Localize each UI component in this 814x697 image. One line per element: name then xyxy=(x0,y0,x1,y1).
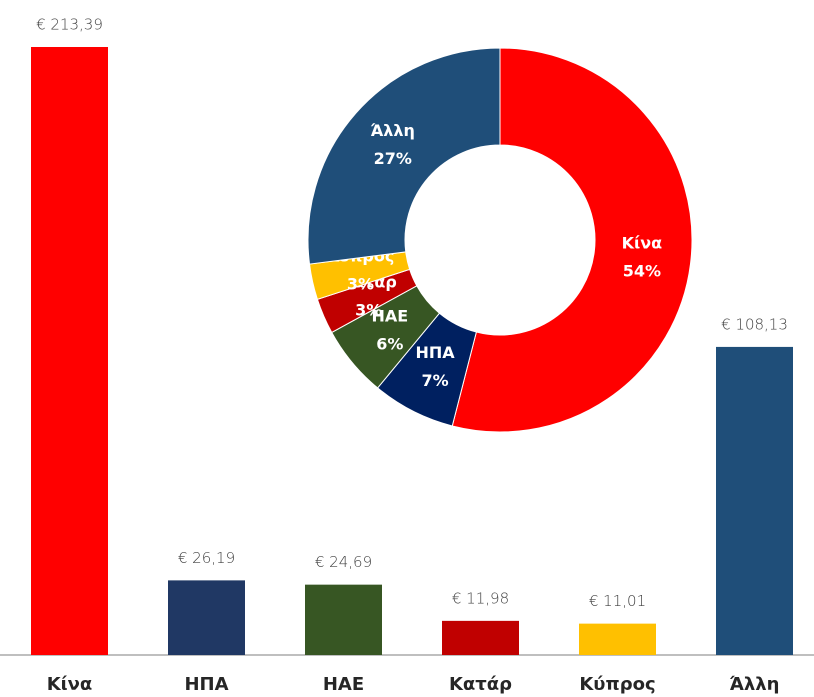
bar-value-label: € 108,13 xyxy=(721,315,788,333)
donut-slice xyxy=(451,47,693,433)
bar xyxy=(579,623,656,655)
bar xyxy=(305,584,382,655)
bar xyxy=(442,620,519,655)
donut-value-label: 54% xyxy=(623,261,661,280)
donut-category-label: Κίνα xyxy=(622,233,663,252)
bar-value-label: € 26,19 xyxy=(178,549,235,567)
bar-value-label: € 11,01 xyxy=(589,592,646,610)
x-tick-label: Κύπρος xyxy=(579,674,655,695)
donut-value-label: 3% xyxy=(355,300,382,319)
donut-value-label: 3% xyxy=(347,275,374,294)
donut-value-label: 27% xyxy=(374,149,412,168)
x-tick-label: ΗΠΑ xyxy=(184,674,228,695)
bar xyxy=(31,47,108,655)
bar-value-label: € 213,39 xyxy=(36,16,103,34)
donut-value-label: 6% xyxy=(376,335,403,354)
donut-category-label: Άλλη xyxy=(371,121,415,140)
bar-value-label: € 24,69 xyxy=(315,553,372,571)
x-tick-label: Κατάρ xyxy=(449,674,512,695)
bar xyxy=(716,346,793,655)
x-tick-label: Κίνα xyxy=(47,674,93,695)
x-tick-label: ΗΑΕ xyxy=(323,674,364,695)
bar xyxy=(168,580,245,655)
donut-category-label: ΗΑΕ xyxy=(371,307,408,326)
donut-category-label: ΗΠΑ xyxy=(415,343,455,362)
donut-value-label: 7% xyxy=(421,371,448,390)
donut-slice xyxy=(307,47,501,265)
bar-value-label: € 11,98 xyxy=(452,589,509,607)
x-tick-label: Άλλη xyxy=(730,674,780,695)
